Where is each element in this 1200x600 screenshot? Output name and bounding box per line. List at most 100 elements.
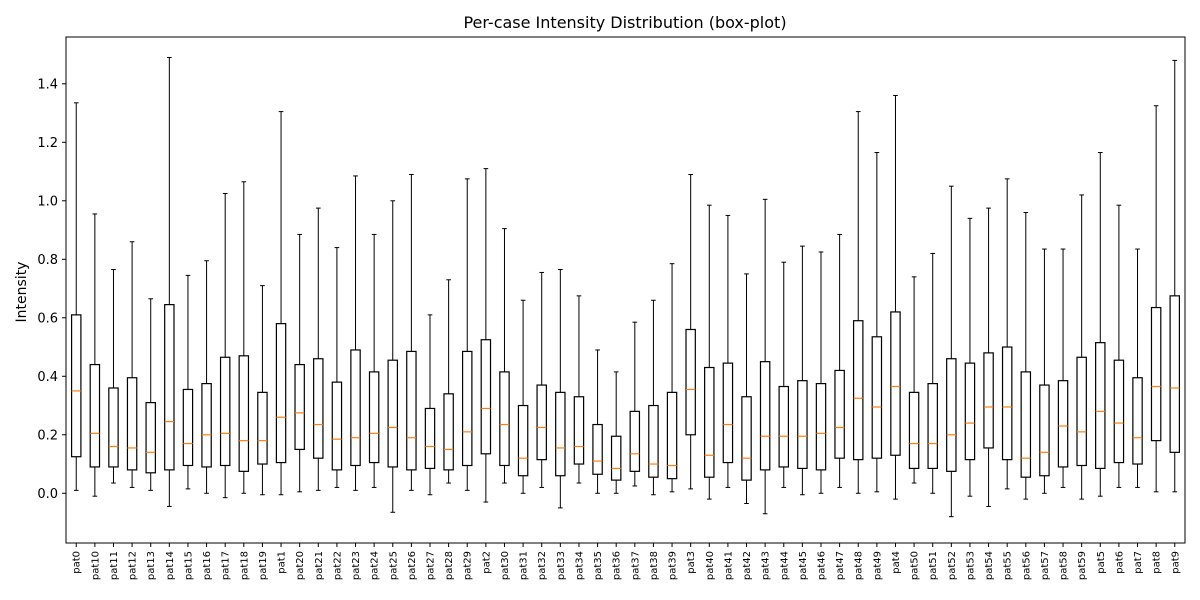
- box-pat3: [685, 173, 696, 490]
- box-pat21: [313, 207, 324, 491]
- x-tick-label: pat32: [537, 551, 548, 580]
- x-tick-label: pat12: [128, 551, 139, 580]
- iqr-box: [964, 362, 976, 461]
- iqr-box: [1020, 371, 1032, 478]
- x-tick-label: pat57: [1040, 551, 1051, 580]
- box-pat8: [1150, 105, 1162, 493]
- box-pat58: [1057, 248, 1069, 488]
- x-axis: pat0 pat10 pat11 pat12 pat13 pat14 pat15 pat16 p…: [72, 543, 1181, 580]
- x-tick-label: pat36: [612, 551, 623, 580]
- box-pat15: [182, 274, 194, 490]
- box-pat11: [108, 269, 119, 484]
- box-pat25: [387, 200, 399, 513]
- box-pat56: [1020, 211, 1032, 500]
- box-pat10: [89, 213, 101, 497]
- box-pat19: [257, 285, 268, 496]
- iqr-box: [927, 382, 938, 470]
- iqr-box: [666, 391, 678, 480]
- x-tick-label: pat25: [388, 551, 399, 580]
- iqr-box: [983, 352, 994, 449]
- iqr-box: [1076, 356, 1087, 467]
- x-tick-label: pat19: [258, 551, 269, 580]
- box-pat47: [834, 233, 845, 488]
- box-pat57: [1039, 248, 1050, 494]
- iqr-box: [424, 407, 436, 470]
- box-pat51: [927, 252, 938, 494]
- x-tick-label: pat34: [574, 551, 585, 580]
- iqr-box: [1057, 380, 1069, 468]
- iqr-box: [461, 350, 473, 467]
- y-tick-label: 0.0: [37, 487, 58, 502]
- iqr-box: [499, 371, 510, 467]
- iqr-box: [201, 382, 212, 468]
- box-pat59: [1076, 194, 1087, 500]
- box-pat42: [741, 273, 752, 505]
- x-tick-label: pat58: [1059, 551, 1070, 580]
- box-pat37: [629, 321, 641, 487]
- iqr-box: [219, 356, 231, 467]
- box-pat46: [815, 251, 827, 494]
- iqr-box: [610, 435, 622, 481]
- x-tick-label: pat33: [556, 551, 567, 580]
- box-pat7: [1132, 248, 1143, 488]
- iqr-box: [387, 359, 399, 468]
- x-tick-label: pat11: [109, 551, 120, 580]
- y-axis: 0.0 0.2 0.4 0.6 0.8 1.0 1.2 1.4: [37, 77, 66, 502]
- iqr-box: [313, 358, 324, 459]
- iqr-box: [908, 391, 920, 470]
- y-tick-label: 0.6: [37, 311, 58, 326]
- x-tick-label: pat48: [854, 551, 865, 580]
- box-pat24: [368, 233, 380, 488]
- boxes-layer: [70, 56, 1181, 518]
- box-pat2: [480, 168, 492, 503]
- x-tick-label: pat31: [519, 551, 530, 580]
- iqr-box: [946, 358, 957, 472]
- iqr-box: [1001, 346, 1013, 461]
- box-pat52: [946, 185, 957, 518]
- x-tick-label: pat45: [798, 551, 809, 580]
- box-pat41: [722, 214, 734, 488]
- x-tick-label: pat30: [500, 551, 511, 580]
- iqr-box: [145, 402, 156, 474]
- x-tick-label: pat9: [1170, 551, 1181, 574]
- x-tick-label: pat41: [723, 551, 734, 580]
- iqr-box: [759, 361, 771, 471]
- box-pat31: [517, 299, 529, 494]
- y-axis-label: Intensity: [14, 262, 30, 323]
- iqr-box: [797, 380, 808, 470]
- box-pat4: [890, 94, 901, 500]
- x-tick-label: pat54: [984, 551, 995, 580]
- y-tick-label: 0.4: [37, 370, 58, 385]
- iqr-box: [890, 311, 901, 456]
- x-tick-label: pat47: [835, 551, 846, 580]
- box-pat5: [1095, 152, 1106, 497]
- box-pat38: [648, 299, 659, 496]
- iqr-box: [89, 363, 101, 468]
- iqr-box: [126, 377, 138, 471]
- iqr-box: [536, 384, 547, 461]
- box-pat17: [219, 192, 231, 499]
- x-tick-label: pat1: [277, 551, 288, 574]
- box-pat34: [573, 295, 585, 484]
- box-pat1: [275, 111, 287, 496]
- x-tick-label: pat51: [928, 551, 939, 580]
- iqr-box: [592, 423, 603, 475]
- x-tick-label: pat49: [872, 551, 883, 580]
- iqr-box: [331, 381, 343, 471]
- box-pat18: [238, 181, 250, 494]
- iqr-box: [517, 404, 529, 477]
- x-tick-label: pat39: [668, 551, 679, 580]
- x-tick-label: pat43: [761, 551, 772, 580]
- box-pat29: [461, 178, 473, 491]
- box-pat23: [350, 175, 361, 491]
- chart-title: Per-case Intensity Distribution (box-plo…: [463, 13, 786, 32]
- iqr-box: [350, 349, 361, 467]
- x-tick-label: pat52: [947, 551, 958, 580]
- x-tick-label: pat40: [705, 551, 716, 580]
- iqr-box: [294, 363, 305, 451]
- x-tick-label: pat13: [146, 551, 157, 580]
- box-pat9: [1169, 59, 1181, 493]
- y-tick-label: 0.8: [37, 253, 58, 268]
- x-tick-label: pat50: [910, 551, 921, 580]
- iqr-box: [834, 369, 845, 459]
